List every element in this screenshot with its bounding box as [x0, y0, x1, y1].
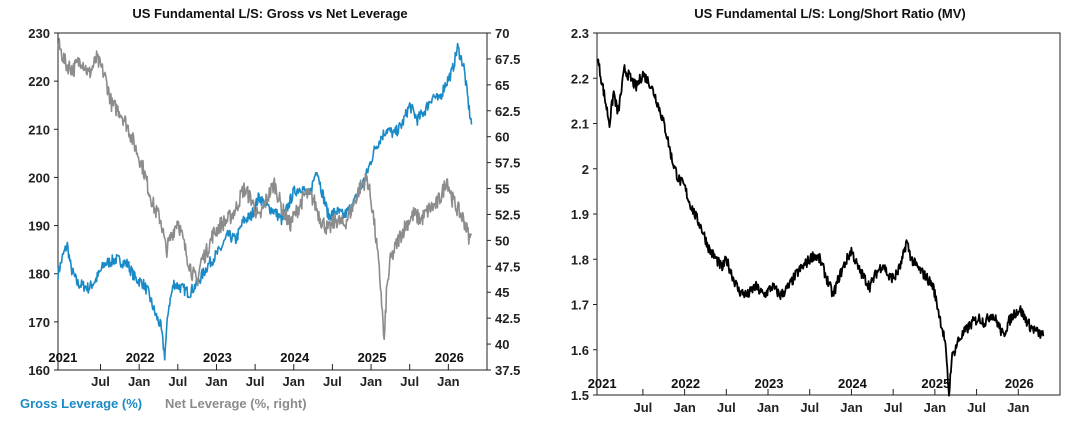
left-series-lines — [57, 38, 473, 361]
right-month-label: Jan — [757, 400, 779, 415]
left-y-tick-label: 180 — [28, 267, 50, 282]
left-year-label: 2026 — [435, 350, 464, 365]
right-month-label: Jul — [800, 400, 819, 415]
legend-net-leverage: Net Leverage (%, right) — [165, 396, 307, 411]
left-month-labels: Jul Jan Jul Jan Jul Jan Jul Jan Jul Jan — [91, 374, 459, 389]
left-month-label: Jul — [91, 374, 110, 389]
ratio-y-tick-label: 1.8 — [571, 252, 589, 267]
left-y-tick-label: 210 — [28, 122, 50, 137]
right-y-tick-label: 65 — [495, 78, 509, 93]
left-year-label: 2022 — [126, 350, 155, 365]
left-plot-frame — [57, 32, 488, 371]
right-month-label: Jan — [840, 400, 862, 415]
right-y-tick-label: 42.5 — [495, 311, 520, 326]
right-y-tick-label: 70 — [495, 26, 509, 41]
right-y-tick-label: 62.5 — [495, 104, 520, 119]
left-month-label: Jul — [323, 374, 342, 389]
right-series-lines — [596, 58, 1045, 397]
left-year-label: 2023 — [203, 350, 232, 365]
ratio-y-tick-label: 1.6 — [571, 343, 589, 358]
long-short-ratio-line — [596, 58, 1045, 397]
left-year-label: 2021 — [48, 350, 77, 365]
right-month-label: Jan — [673, 400, 695, 415]
right-chart: US Fundamental L/S: Long/Short Ratio (MV… — [571, 6, 1061, 415]
right-month-label: Jul — [967, 400, 986, 415]
right-year-label: 2021 — [588, 376, 617, 391]
left-y-axis-ticks: 160 170 180 190 200 210 220 230 — [28, 26, 58, 378]
left-month-label: Jan — [128, 374, 150, 389]
right-year-label: 2025 — [921, 376, 950, 391]
right-y-tick-label: 50 — [495, 233, 509, 248]
ratio-y-axis-ticks: 1.5 1.6 1.7 1.8 1.9 2 2.1 2.2 2.3 — [571, 26, 597, 403]
right-y-tick-label: 47.5 — [495, 259, 520, 274]
right-y-axis-ticks: 37.5 40 42.5 45 47.5 50 52.5 55 57.5 60 62.5 65 67.5… — [487, 26, 520, 378]
right-month-label: Jul — [633, 400, 652, 415]
right-month-labels: Jul Jan Jul Jan Jul Jan Jul Jan Jul Jan — [633, 400, 1029, 415]
right-month-label: Jan — [1007, 400, 1029, 415]
net-leverage-line — [57, 38, 473, 341]
right-chart-title: US Fundamental L/S: Long/Short Ratio (MV… — [694, 6, 966, 21]
left-month-label: Jul — [400, 374, 419, 389]
right-month-label: Jul — [884, 400, 903, 415]
left-month-label: Jul — [168, 374, 187, 389]
right-year-label: 2024 — [838, 376, 868, 391]
left-chart: US Fundamental L/S: Gross vs Net Leverag… — [20, 6, 520, 411]
right-x-axis-ticks — [642, 389, 1019, 395]
left-month-label: Jul — [246, 374, 265, 389]
left-year-label: 2024 — [280, 350, 310, 365]
left-month-label: Jan — [360, 374, 382, 389]
ratio-y-tick-label: 2.2 — [571, 71, 589, 86]
right-year-label: 2022 — [671, 376, 700, 391]
left-y-tick-label: 160 — [28, 363, 50, 378]
right-year-labels: 2021 2022 2023 2024 2025 2026 — [588, 376, 1034, 391]
right-year-label: 2026 — [1005, 376, 1034, 391]
right-y-tick-label: 55 — [495, 182, 509, 197]
right-year-label: 2023 — [755, 376, 784, 391]
right-y-tick-label: 52.5 — [495, 207, 520, 222]
left-month-label: Jan — [437, 374, 459, 389]
left-chart-title: US Fundamental L/S: Gross vs Net Leverag… — [132, 6, 407, 21]
left-y-tick-label: 220 — [28, 74, 50, 89]
right-y-tick-label: 67.5 — [495, 52, 520, 67]
legend-gross-leverage: Gross Leverage (%) — [20, 396, 142, 411]
right-y-tick-label: 57.5 — [495, 156, 520, 171]
right-y-tick-label: 60 — [495, 130, 509, 145]
left-y-tick-label: 190 — [28, 219, 50, 234]
ratio-y-tick-label: 1.9 — [571, 207, 589, 222]
right-plot-frame — [596, 32, 1061, 396]
left-year-label: 2025 — [358, 350, 387, 365]
right-month-label: Jan — [924, 400, 946, 415]
ratio-y-tick-label: 1.5 — [571, 388, 589, 403]
left-month-label: Jan — [205, 374, 227, 389]
ratio-y-tick-label: 2.1 — [571, 117, 589, 132]
left-y-tick-label: 200 — [28, 170, 50, 185]
left-year-labels: 2021 2022 2023 2024 2025 2026 — [48, 350, 463, 365]
left-y-tick-label: 170 — [28, 315, 50, 330]
right-y-tick-label: 40 — [495, 337, 509, 352]
ratio-y-tick-label: 2 — [582, 162, 589, 177]
right-y-tick-label: 45 — [495, 285, 509, 300]
ratio-y-tick-label: 2.3 — [571, 26, 589, 41]
right-y-tick-label: 37.5 — [495, 363, 520, 378]
left-month-label: Jan — [283, 374, 305, 389]
left-x-axis-ticks — [100, 364, 449, 370]
ratio-y-tick-label: 1.7 — [571, 298, 589, 313]
left-y-tick-label: 230 — [28, 26, 50, 41]
right-month-label: Jul — [717, 400, 736, 415]
